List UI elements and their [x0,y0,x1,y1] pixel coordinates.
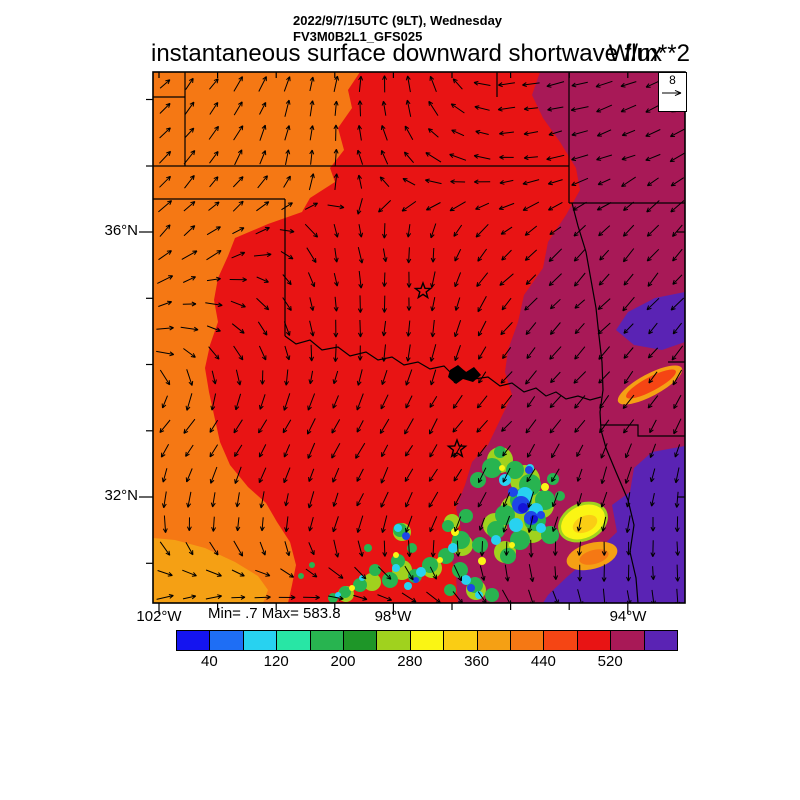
wind-reference-arrow-icon [662,89,682,96]
wind-reference-value: 8 [669,73,676,87]
colorbar-tick-label: 360 [464,653,490,670]
plot-title: instantaneous surface downward shortwave… [151,40,662,67]
min-max-readout: Min= .7 Max= 583.8 [208,605,341,622]
wind-reference-box: 8 [658,72,687,112]
region-orange-400-440-west [153,72,360,603]
lon-tick-label: 98°W [374,608,412,625]
units-label: W/m**2 [608,40,690,67]
map-frame [152,71,686,604]
colorbar-tick-label: 440 [530,653,556,670]
lat-tick-label: 32°N [104,487,138,504]
datetime-heading: 2022/9/7/15UTC (9LT), Wednesday [293,13,503,28]
colorbar-tick-label: 40 [201,653,218,670]
axis-ticks [139,72,685,614]
lon-tick-label: 102°W [136,608,182,625]
lat-tick-label: 36°N [104,222,138,239]
city-star-marker [413,281,433,300]
colorbar-tick-label: 280 [397,653,423,670]
colorbar-segment [643,630,678,651]
wind-arrows-layer [156,75,685,603]
colorbar-tick-label: 200 [330,653,356,670]
region-light-orange-360-400-southwest [153,538,268,603]
colorbar-tick-label: 520 [597,653,623,670]
colorbar-tick-label: 120 [263,653,289,670]
model-heading: FV3M0B2L1_GFS025 [293,29,423,44]
region-purple-gt560-east-blob [616,292,685,350]
region-purple-gt560-southeast [543,446,685,603]
map-field-layer [153,72,685,603]
lon-tick-label: 94°W [609,608,647,625]
state-borders-layer [153,72,685,603]
